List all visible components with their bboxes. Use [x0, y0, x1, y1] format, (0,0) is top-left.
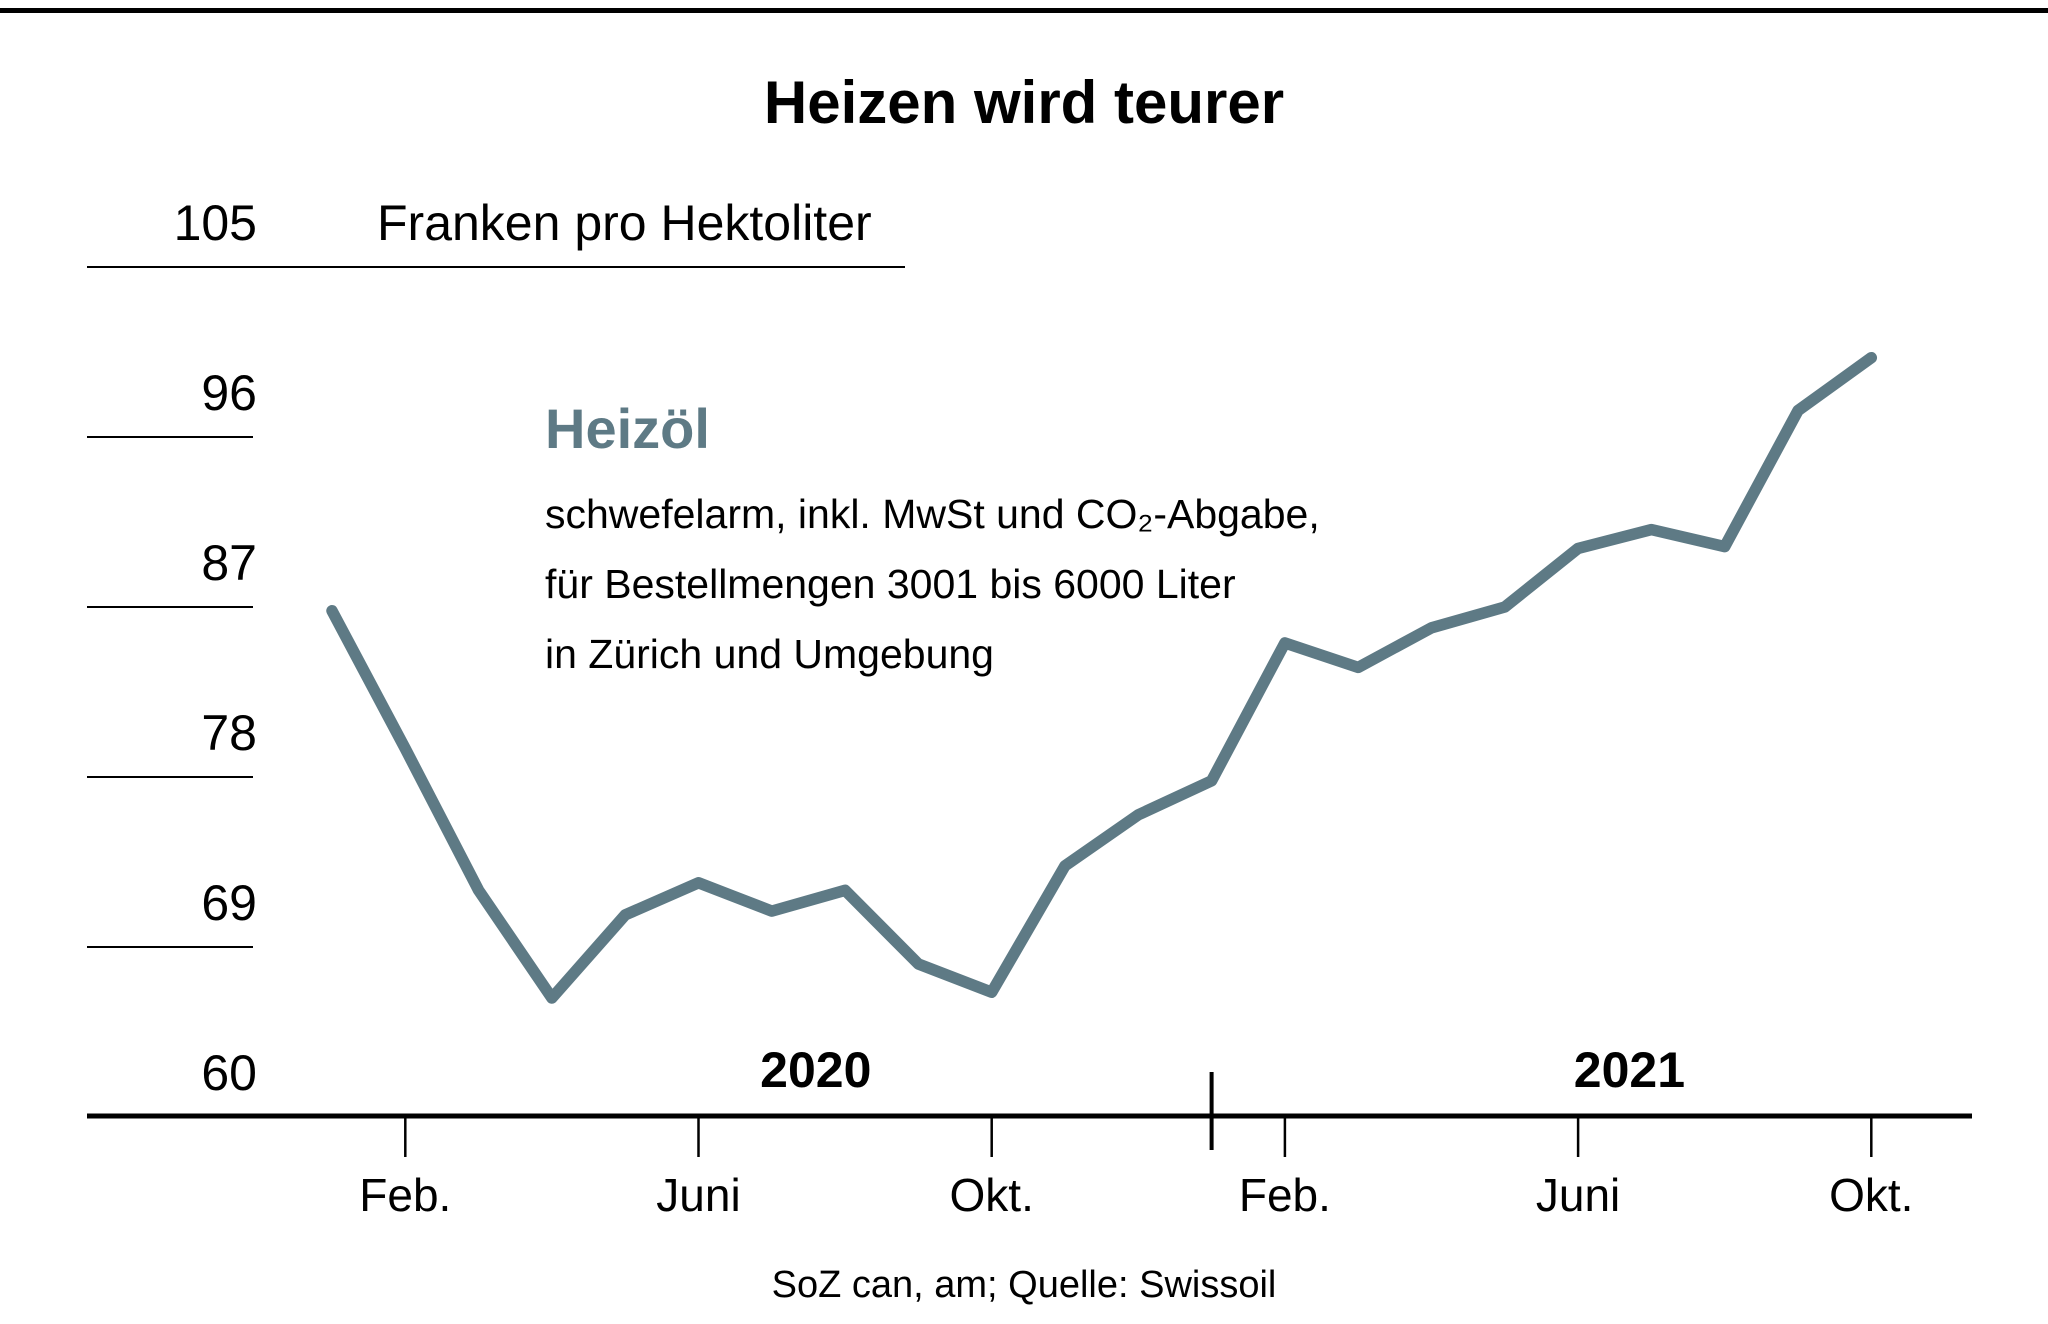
month-tick-label: Juni: [1536, 1169, 1620, 1221]
series-description-line: in Zürich und Umgebung: [545, 631, 994, 677]
y-tick-label: 87: [201, 535, 257, 591]
month-tick-label: Feb.: [359, 1169, 451, 1221]
y-tick-label: 60: [201, 1045, 257, 1101]
series-description: schwefelarm, inkl. MwSt und CO₂-Abgabe, …: [545, 479, 1365, 689]
y-tick-label: 69: [201, 875, 257, 931]
series-description-line: für Bestellmengen 3001 bis 6000 Liter: [545, 561, 1236, 607]
month-tick-label: Juni: [656, 1169, 740, 1221]
month-tick-label: Feb.: [1239, 1169, 1331, 1221]
month-tick-label: Okt.: [950, 1169, 1034, 1221]
y-axis: 105 96 87 78 69 60 Franken pro Hektoliter: [87, 195, 905, 1101]
y-tick-label: 78: [201, 705, 257, 761]
series-name-label: Heizöl: [545, 397, 710, 460]
y-tick-label: 105: [174, 195, 257, 251]
x-axis: Feb. Juni Okt. Feb. Juni Okt. 2020 2021: [87, 1042, 1972, 1221]
month-tick-label: Okt.: [1829, 1169, 1913, 1221]
y-axis-unit-label: Franken pro Hektoliter: [377, 195, 872, 251]
year-label: 2020: [760, 1042, 871, 1098]
series-annotation: Heizöl schwefelarm, inkl. MwSt und CO₂-A…: [545, 396, 1365, 689]
year-label: 2021: [1574, 1042, 1685, 1098]
series-description-line: schwefelarm, inkl. MwSt und CO₂-Abgabe,: [545, 491, 1320, 537]
y-tick-label: 96: [201, 365, 257, 421]
chart-title: Heizen wird teurer: [763, 69, 1285, 137]
price-line-series: [326, 351, 1878, 1004]
source-credit: SoZ can, am; Quelle: Swissoil: [771, 1264, 1277, 1306]
top-rule: [0, 8, 2048, 13]
